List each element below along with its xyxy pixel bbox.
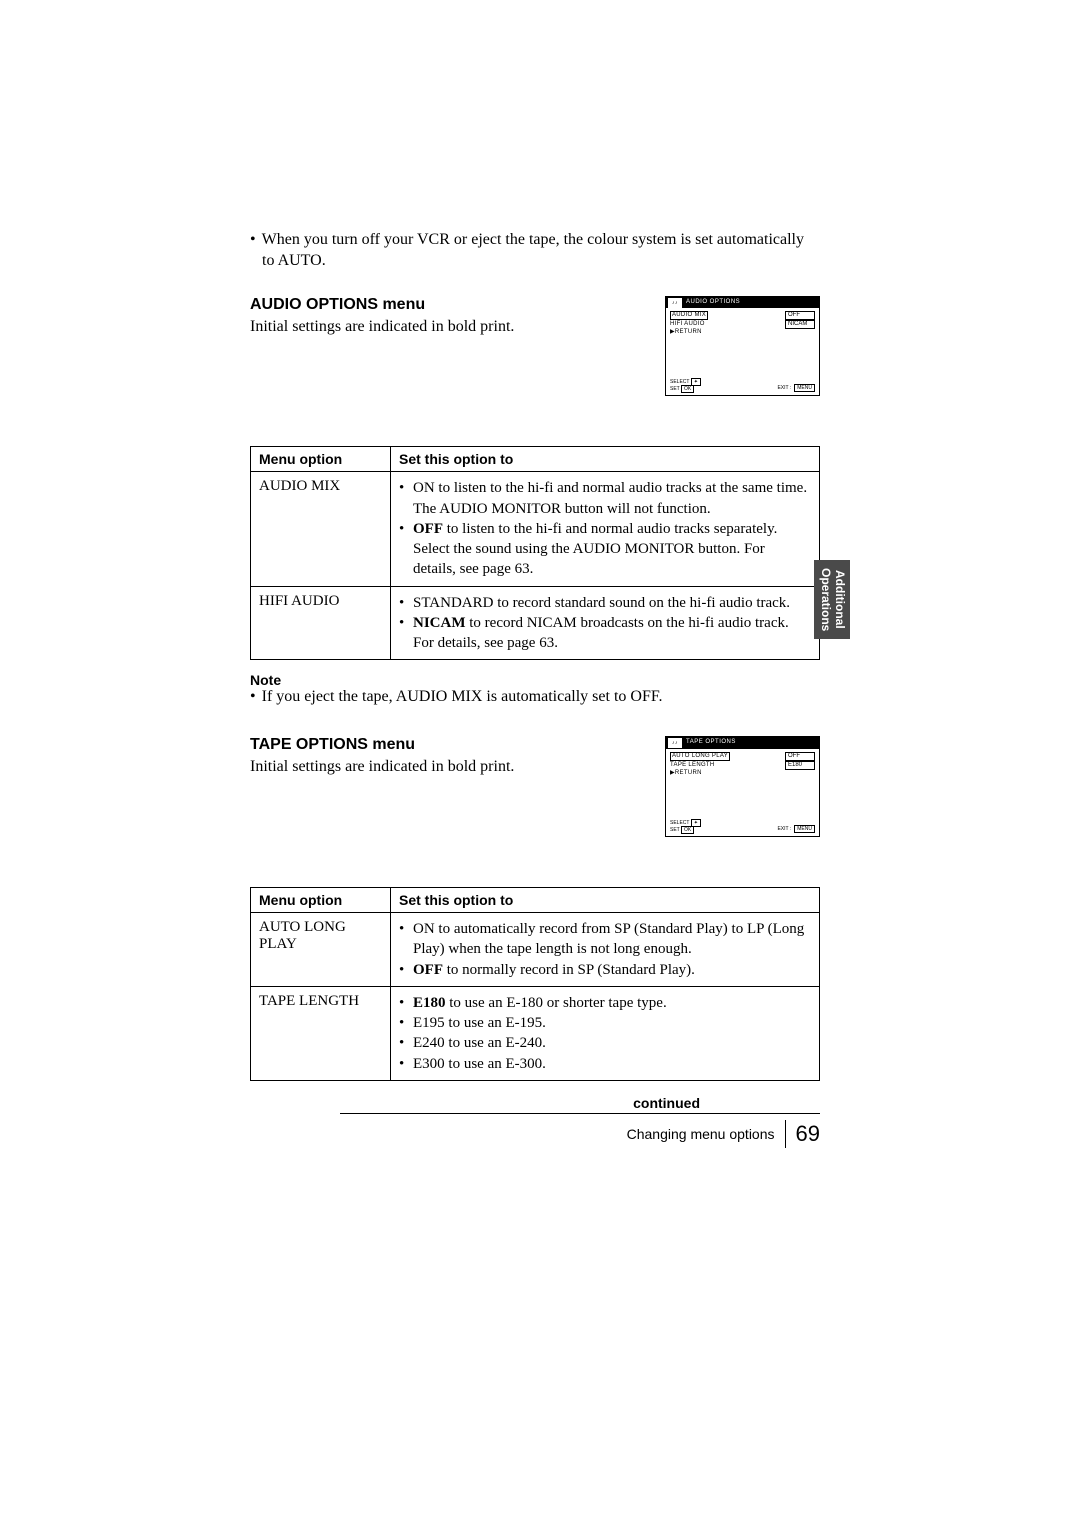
list-item: ON to listen to the hi-fi and normal aud… xyxy=(413,478,811,519)
osd-menu-label: MENU xyxy=(794,825,815,833)
tape-options-table: Menu option Set this option to AUTO LONG… xyxy=(250,887,820,1081)
osd-exit-label: EXIT : xyxy=(777,826,791,832)
osd-header-text: AUDIO OPTIONS xyxy=(686,299,740,305)
continued-label: continued xyxy=(340,1095,820,1114)
tape-osd-screenshot: ♪♪ TAPE OPTIONS AUTO LONG PLAYOFFTAPE LE… xyxy=(665,736,820,837)
list-item: NICAM to record NICAM broadcasts on the … xyxy=(413,613,811,654)
table-row-options: STANDARD to record standard sound on the… xyxy=(391,586,820,660)
osd-body: AUTO LONG PLAYOFFTAPE LENGTHE180▶RETURN xyxy=(666,749,819,781)
table-row-name: AUDIO MIX xyxy=(251,472,391,586)
list-item: E240 to use an E-240. xyxy=(413,1033,811,1053)
tape-section-intro: Initial settings are indicated in bold p… xyxy=(250,758,605,776)
osd-set-label: SET xyxy=(670,827,680,833)
tape-section: TAPE OPTIONS menu Initial settings are i… xyxy=(250,736,820,837)
osd-header-text: TAPE OPTIONS xyxy=(686,739,736,745)
list-item: OFF to listen to the hi-fi and normal au… xyxy=(413,519,811,580)
audio-section-title: AUDIO OPTIONS menu xyxy=(250,296,605,314)
list-item: E300 to use an E-300. xyxy=(413,1054,811,1074)
table-header-option: Menu option xyxy=(251,447,391,472)
table-header-option: Menu option xyxy=(251,888,391,913)
list-item: E195 to use an E-195. xyxy=(413,1013,811,1033)
table-header-setto: Set this option to xyxy=(391,447,820,472)
audio-section: AUDIO OPTIONS menu Initial settings are … xyxy=(250,296,820,397)
note-text: If you eject the tape, AUDIO MIX is auto… xyxy=(250,688,820,706)
list-item: STANDARD to record standard sound on the… xyxy=(413,593,811,613)
table-row-name: AUTO LONG PLAY xyxy=(251,913,391,987)
list-item: E180 to use an E-180 or shorter tape typ… xyxy=(413,993,811,1013)
footer-topic: Changing menu options xyxy=(627,1126,775,1142)
audio-osd-screenshot: ♪♪ AUDIO OPTIONS AUDIO MIXOFFHIFI AUDION… xyxy=(665,296,820,397)
page-number: 69 xyxy=(796,1121,820,1147)
table-row-name: HIFI AUDIO xyxy=(251,586,391,660)
table-row-options: ON to automatically record from SP (Stan… xyxy=(391,913,820,987)
osd-set-label: SET xyxy=(670,386,680,392)
page-footer: continued Changing menu options 69 xyxy=(340,1095,820,1148)
table-row-options: E180 to use an E-180 or shorter tape typ… xyxy=(391,986,820,1080)
audio-options-table: Menu option Set this option to AUDIO MIX… xyxy=(250,446,820,660)
table-header-setto: Set this option to xyxy=(391,888,820,913)
table-row-options: ON to listen to the hi-fi and normal aud… xyxy=(391,472,820,586)
tape-section-title: TAPE OPTIONS menu xyxy=(250,736,605,754)
osd-body: AUDIO MIXOFFHIFI AUDIONICAM▶RETURN xyxy=(666,308,819,340)
top-note-text: When you turn off your VCR or eject the … xyxy=(250,230,820,272)
music-icon: ♪♪ xyxy=(668,738,682,748)
audio-section-intro: Initial settings are indicated in bold p… xyxy=(250,318,605,336)
osd-exit-label: EXIT : xyxy=(777,385,791,391)
list-item: OFF to normally record in SP (Standard P… xyxy=(413,960,811,980)
note-heading: Note xyxy=(250,672,820,688)
music-icon: ♪♪ xyxy=(668,298,682,308)
section-tab: AdditionalOperations xyxy=(814,560,850,639)
list-item: ON to automatically record from SP (Stan… xyxy=(413,919,811,960)
osd-menu-label: MENU xyxy=(794,384,815,392)
table-row-name: TAPE LENGTH xyxy=(251,986,391,1080)
